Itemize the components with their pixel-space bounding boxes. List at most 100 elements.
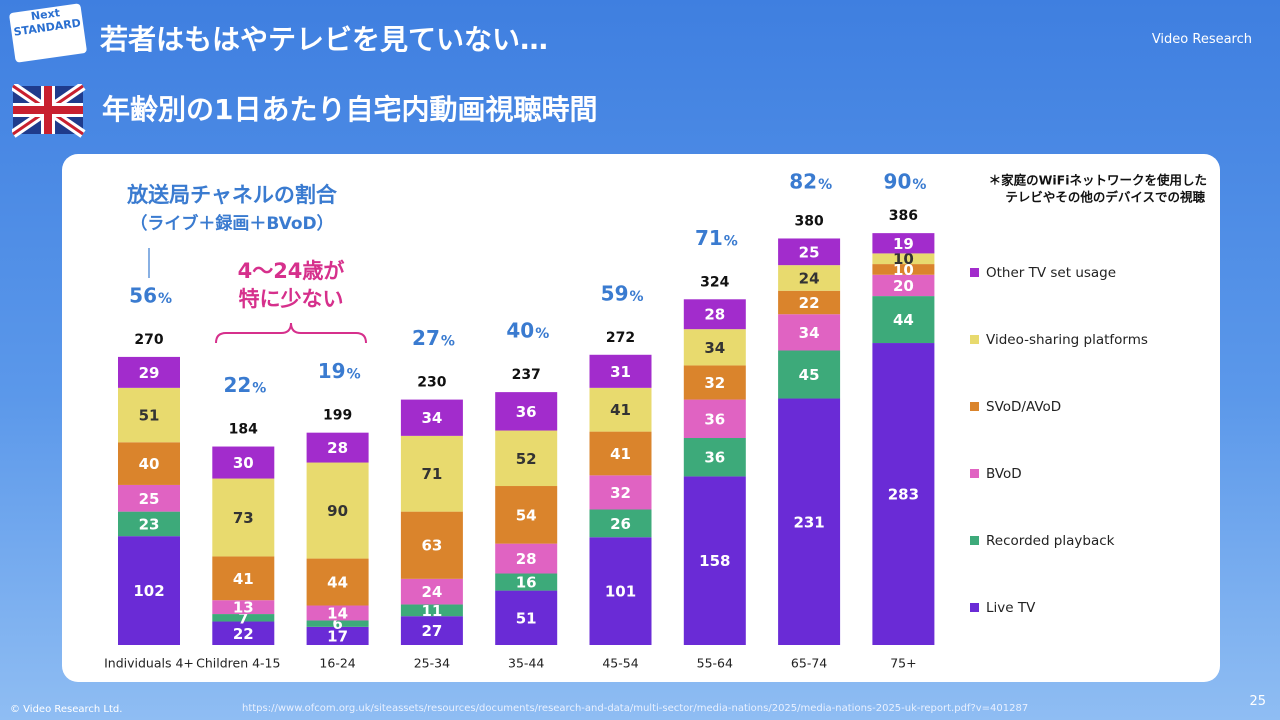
share-unit: % [724, 233, 738, 249]
legend-label: Video-sharing platforms [986, 332, 1148, 348]
legend-swatch [970, 469, 979, 478]
segment-label: 90 [327, 502, 348, 520]
segment-label: 52 [516, 450, 537, 468]
bar-segment [495, 392, 558, 431]
share-value: 27 [412, 326, 440, 350]
legend-swatch [970, 536, 979, 545]
share-unit: % [441, 334, 455, 350]
share-value: 59 [601, 281, 629, 305]
share-value: 90 [884, 170, 912, 194]
bar-segment [683, 399, 746, 439]
bar-segment [589, 509, 652, 538]
segment-label: 28 [516, 550, 537, 568]
slide-title: 若者はもはやテレビを見ていない… [100, 23, 549, 56]
segment-label: 158 [699, 552, 730, 570]
segment-label: 25 [799, 243, 820, 261]
bar-segment [306, 432, 369, 463]
share-unit: % [252, 381, 266, 397]
note: テレビやその他のデバイスでの視聴 [1005, 190, 1205, 205]
segment-label: 31 [610, 363, 631, 381]
bar-segment [872, 274, 935, 297]
segment-label: 27 [421, 622, 442, 640]
x-tick-label: 16-24 [319, 656, 355, 671]
bar-segment [872, 233, 935, 254]
share-value: 19 [318, 359, 346, 383]
bar-segment [400, 435, 463, 512]
callout: 特に少ない [239, 287, 344, 311]
bar-segment [778, 238, 841, 266]
segment-label: 10 [893, 250, 914, 268]
segment-label: 102 [133, 582, 164, 600]
bar-segment [778, 350, 841, 399]
bar-segment [778, 265, 841, 291]
total-label: 199 [323, 408, 352, 424]
total-label: 324 [700, 274, 729, 290]
segment-label: 73 [233, 509, 254, 527]
segment-label: 231 [793, 513, 824, 531]
total-label: 184 [229, 422, 258, 438]
segment-label: 16 [516, 574, 537, 592]
source: https://www.ofcom.org.uk/siteassets/reso… [242, 703, 1029, 714]
uk-flag [12, 84, 86, 138]
share-unit: % [535, 326, 549, 342]
bar-segment [306, 620, 369, 627]
legend-label: BVoD [986, 466, 1022, 482]
bar-segment [118, 356, 180, 388]
x-tick-label: Individuals 4+ [104, 656, 194, 671]
segment-label: 24 [421, 583, 442, 601]
bar-segment [306, 626, 369, 645]
segment-label: 17 [327, 627, 348, 645]
segment-label: 41 [610, 401, 631, 419]
segment-label: 13 [233, 599, 254, 617]
bar-segment [306, 605, 369, 621]
segment-label: 71 [421, 465, 442, 483]
share-subtitle: （ライブ＋録画＋BVoD） [130, 213, 333, 234]
segment-label: 22 [233, 625, 254, 643]
page-number: 25 [1249, 694, 1266, 709]
bar-segment [400, 578, 463, 605]
legend-label: Other TV set usage [986, 265, 1116, 281]
segment-label: 36 [516, 403, 537, 421]
segment-label: 40 [139, 455, 160, 473]
bar-segment [589, 537, 652, 645]
bar-segment [778, 290, 841, 315]
x-tick-label: 55-64 [697, 656, 733, 671]
legend-label: Live TV [986, 600, 1036, 616]
bar-segment [683, 299, 746, 330]
bar-segment [778, 314, 841, 351]
bar-segment [118, 442, 180, 485]
segment-label: 283 [888, 486, 919, 504]
note: ＊家庭のWiFiネットワークを使用した [989, 173, 1207, 188]
segment-label: 25 [139, 490, 160, 508]
bar-segment [118, 484, 180, 512]
bar-segment [495, 573, 558, 591]
segment-label: 41 [610, 445, 631, 463]
segment-label: 34 [421, 409, 442, 427]
segment-label: 26 [610, 515, 631, 533]
bar-segment [589, 354, 652, 388]
bar-segment [495, 486, 558, 544]
bar-segment [212, 621, 275, 645]
segment-label: 22 [799, 294, 820, 312]
bar-segment [118, 536, 180, 645]
share-unit: % [912, 177, 926, 193]
legend-label: SVoD/AVoD [986, 399, 1061, 415]
segment-label: 44 [327, 574, 348, 592]
total-label: 237 [512, 367, 541, 383]
bar-segment [589, 387, 652, 432]
segment-label: 11 [421, 602, 442, 620]
segment-label: 10 [893, 261, 914, 279]
legend-swatch [970, 603, 979, 612]
segment-label: 32 [704, 374, 725, 392]
share-unit: % [347, 367, 361, 383]
segment-label: 101 [605, 583, 636, 601]
segment-label: 32 [610, 484, 631, 502]
bar-segment [118, 387, 180, 443]
segment-label: 51 [516, 609, 537, 627]
legend-swatch [970, 402, 979, 411]
legend-swatch [970, 268, 979, 277]
total-label: 230 [417, 375, 446, 391]
segment-label: 20 [893, 277, 914, 295]
bar-segment [872, 343, 935, 645]
